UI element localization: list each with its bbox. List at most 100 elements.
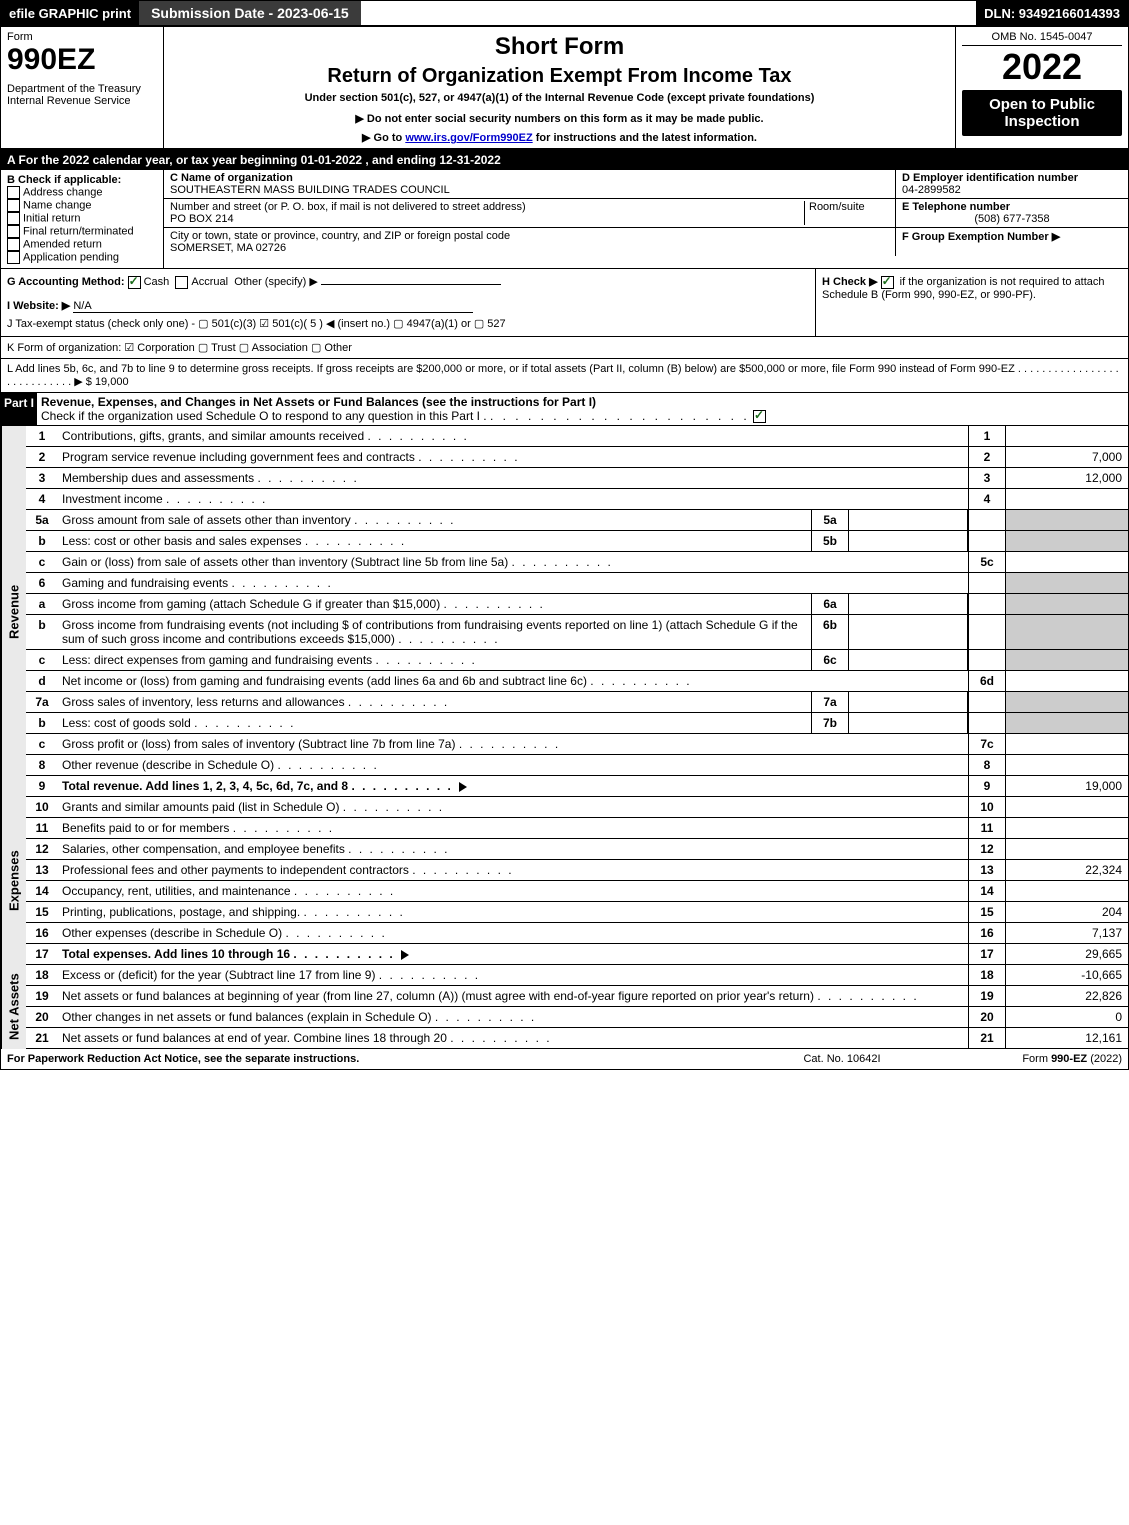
omb-number: OMB No. 1545-0047: [962, 31, 1122, 46]
city-label: City or town, state or province, country…: [170, 230, 889, 242]
row-l-value: 19,000: [95, 376, 129, 388]
line-row-13: 13Professional fees and other payments t…: [26, 860, 1128, 881]
line-num: 6: [26, 573, 58, 593]
box-e: E Telephone number (508) 677-7358: [895, 199, 1128, 227]
line-ref: 12: [968, 839, 1005, 859]
line-ref: [968, 510, 1005, 530]
line-row-b: bLess: cost or other basis and sales exp…: [26, 531, 1128, 552]
chk-amended-return[interactable]: Amended return: [7, 238, 157, 251]
form-number: 990EZ: [7, 43, 157, 77]
line-desc: Gross income from fundraising events (no…: [58, 615, 811, 649]
h-label: H Check ▶: [822, 276, 881, 288]
line-row-2: 2Program service revenue including gover…: [26, 447, 1128, 468]
line-mid-ref: 6b: [811, 615, 849, 649]
line-desc: Other expenses (describe in Schedule O) …: [58, 923, 968, 943]
line-val: [1005, 552, 1128, 572]
row-l-text: L Add lines 5b, 6c, and 7b to line 9 to …: [7, 363, 1119, 388]
ein-value: 04-2899582: [902, 184, 1122, 196]
chk-application-pending[interactable]: Application pending: [7, 251, 157, 264]
goto-link[interactable]: ▶ Go to www.irs.gov/Form990EZ for instru…: [172, 131, 947, 144]
line-ref: [968, 615, 1005, 649]
line-val: [1005, 818, 1128, 838]
line-desc: Program service revenue including govern…: [58, 447, 968, 467]
line-desc: Other changes in net assets or fund bala…: [58, 1007, 968, 1027]
line-row-14: 14Occupancy, rent, utilities, and mainte…: [26, 881, 1128, 902]
line-desc: Total revenue. Add lines 1, 2, 3, 4, 5c,…: [58, 776, 968, 796]
line-row-c: cGross profit or (loss) from sales of in…: [26, 734, 1128, 755]
line-num: 19: [26, 986, 58, 1006]
line-row-4: 4Investment income . . . . . . . . . .4: [26, 489, 1128, 510]
accounting-label: G Accounting Method:: [7, 276, 125, 288]
line-val: -10,665: [1005, 965, 1128, 985]
section-a-banner: A For the 2022 calendar year, or tax yea…: [1, 150, 1128, 170]
line-mid-ref: 7a: [811, 692, 849, 712]
chk-address-change[interactable]: Address change: [7, 186, 157, 199]
website-label: I Website: ▶: [7, 300, 70, 312]
line-num: 1: [26, 426, 58, 446]
line-ref: 13: [968, 860, 1005, 880]
efile-label: efile GRAPHIC print: [1, 1, 139, 25]
line-row-d: dNet income or (loss) from gaming and fu…: [26, 671, 1128, 692]
chk-schedule-b[interactable]: [881, 276, 894, 289]
line-row-6: 6Gaming and fundraising events . . . . .…: [26, 573, 1128, 594]
expenses-side-label: Expenses: [1, 797, 26, 965]
chk-final-return[interactable]: Final return/terminated: [7, 225, 157, 238]
line-num: 12: [26, 839, 58, 859]
open-to-public: Open to Public Inspection: [962, 90, 1122, 136]
line-ref: 18: [968, 965, 1005, 985]
line-row-8: 8Other revenue (describe in Schedule O) …: [26, 755, 1128, 776]
line-desc: Less: cost or other basis and sales expe…: [58, 531, 811, 551]
line-desc: Gross profit or (loss) from sales of inv…: [58, 734, 968, 754]
line-ref: 15: [968, 902, 1005, 922]
line-val: [1005, 489, 1128, 509]
line-num: 8: [26, 755, 58, 775]
line-val: [1005, 797, 1128, 817]
line-desc: Salaries, other compensation, and employ…: [58, 839, 968, 859]
line-val: [1005, 594, 1128, 614]
line-ref: 5c: [968, 552, 1005, 572]
line-num: b: [26, 713, 58, 733]
line-val: [1005, 734, 1128, 754]
phone-label: E Telephone number: [902, 201, 1122, 213]
line-num: 13: [26, 860, 58, 880]
line-val: [1005, 671, 1128, 691]
line-ref: 3: [968, 468, 1005, 488]
line-num: b: [26, 615, 58, 649]
line-val: 19,000: [1005, 776, 1128, 796]
footer-left: For Paperwork Reduction Act Notice, see …: [7, 1053, 742, 1065]
line-val: 29,665: [1005, 944, 1128, 964]
line-ref: 10: [968, 797, 1005, 817]
netassets-lines: 18Excess or (deficit) for the year (Subt…: [26, 965, 1128, 1049]
short-form-title: Short Form: [172, 33, 947, 61]
line-val: [1005, 839, 1128, 859]
line-row-19: 19Net assets or fund balances at beginni…: [26, 986, 1128, 1007]
header-right: OMB No. 1545-0047 2022 Open to Public In…: [955, 27, 1128, 148]
line-ref: [968, 692, 1005, 712]
line-ref: 9: [968, 776, 1005, 796]
line-val: [1005, 692, 1128, 712]
website-value: N/A: [73, 300, 473, 313]
line-ref: [968, 573, 1005, 593]
line-num: 2: [26, 447, 58, 467]
chk-initial-return[interactable]: Initial return: [7, 212, 157, 225]
line-mid-val: [849, 594, 968, 614]
addr-value: PO BOX 214: [170, 213, 804, 225]
chk-schedule-o[interactable]: [753, 410, 766, 423]
line-ref: 6d: [968, 671, 1005, 691]
line-row-c: cLess: direct expenses from gaming and f…: [26, 650, 1128, 671]
irs-url[interactable]: www.irs.gov/Form990EZ: [405, 132, 532, 144]
line-mid-val: [849, 713, 968, 733]
line-mid-ref: 6c: [811, 650, 849, 670]
line-desc: Excess or (deficit) for the year (Subtra…: [58, 965, 968, 985]
box-b-label: B Check if applicable:: [7, 174, 157, 186]
line-desc: Gaming and fundraising events . . . . . …: [58, 573, 968, 593]
chk-cash[interactable]: [128, 276, 141, 289]
line-desc: Net income or (loss) from gaming and fun…: [58, 671, 968, 691]
line-ref: 14: [968, 881, 1005, 901]
line-num: c: [26, 650, 58, 670]
row-city-group: City or town, state or province, country…: [164, 227, 1128, 256]
line-row-3: 3Membership dues and assessments . . . .…: [26, 468, 1128, 489]
chk-name-change[interactable]: Name change: [7, 199, 157, 212]
submission-date: Submission Date - 2023-06-15: [139, 1, 361, 25]
chk-accrual[interactable]: [175, 276, 188, 289]
